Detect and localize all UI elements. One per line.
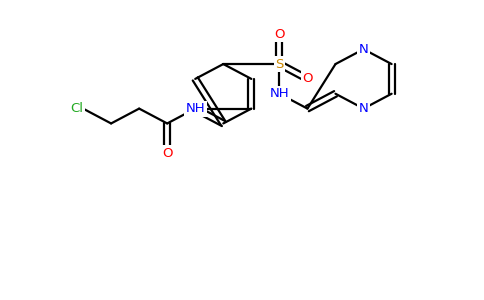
Text: O: O bbox=[274, 28, 285, 41]
Text: N: N bbox=[359, 102, 368, 115]
Text: N: N bbox=[359, 43, 368, 56]
Text: NH: NH bbox=[270, 87, 289, 100]
Text: NH: NH bbox=[185, 102, 205, 115]
Text: Cl: Cl bbox=[70, 102, 83, 115]
Text: O: O bbox=[302, 72, 313, 86]
Text: S: S bbox=[275, 58, 284, 70]
Text: O: O bbox=[162, 147, 172, 160]
